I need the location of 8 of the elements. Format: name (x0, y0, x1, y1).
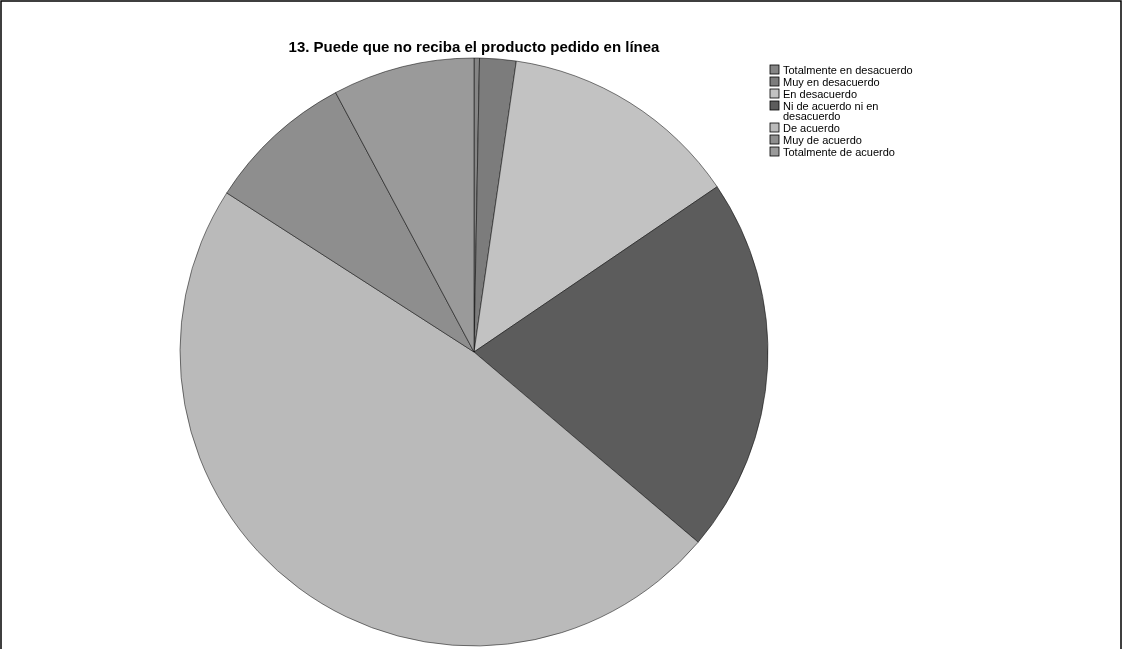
legend-label: Muy de acuerdo (783, 133, 862, 146)
legend-label: Totalmente de acuerdo (783, 145, 895, 158)
legend-label: Ni de acuerdo ni en desacuerdo (783, 99, 879, 122)
legend-label: De acuerdo (783, 121, 840, 134)
chart-title: 13. Puede que no reciba el producto pedido en línea (288, 38, 661, 55)
legend-label: Muy en desacuerdo (783, 75, 880, 88)
legend-label: En desacuerdo (783, 87, 857, 100)
legend-label: Totalmente en desacuerdo (783, 63, 913, 76)
